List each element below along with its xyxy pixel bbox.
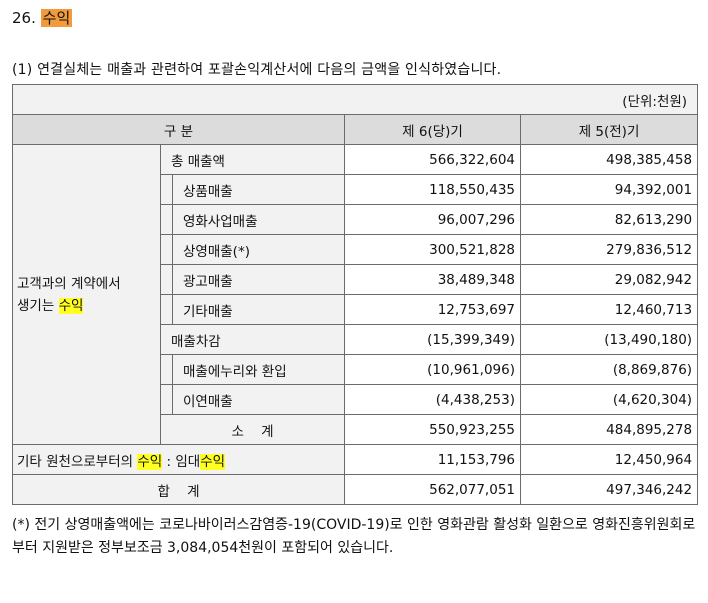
section-title: 수익 — [40, 9, 73, 27]
table-row: 고객과의 계약에서 생기는 수익 총 매출액 566,322,604 498,3… — [12, 144, 699, 445]
value-prior: 29,082,942 — [519, 264, 699, 295]
value-prior: 82,613,290 — [519, 204, 699, 235]
revenue-table: (단위:천원) 구 분 제 6(당)기 제 5(전)기 고객과의 계약에서 생기… — [11, 84, 699, 505]
category-line2: 생기는 수익 — [17, 295, 160, 317]
col-header-category: 구 분 — [12, 114, 345, 145]
table-row: 매출차감 (15,399,349) (13,490,180) — [13, 324, 699, 355]
row-label: 상영매출(*) — [172, 234, 345, 265]
value-prior: (4,620,304) — [519, 384, 699, 415]
section-number: 26. — [12, 9, 36, 27]
total-row: 합 계 562,077,051 497,346,242 — [12, 474, 699, 505]
indent-cell — [160, 354, 173, 385]
indent-cell — [160, 264, 173, 295]
other-revenue-prior: 12,450,964 — [519, 444, 699, 475]
indent-cell — [160, 204, 173, 235]
header-row: 구 분 제 6(당)기 제 5(전)기 — [12, 114, 699, 145]
subtotal-prior: 484,895,278 — [519, 414, 699, 445]
value-current: (4,438,253) — [344, 384, 521, 415]
category-cell: 고객과의 계약에서 생기는 수익 — [12, 144, 161, 445]
indent-cell — [160, 384, 173, 415]
value-current: (10,961,096) — [344, 354, 521, 385]
value-prior: (13,490,180) — [519, 324, 699, 355]
value-prior: 279,836,512 — [519, 234, 699, 265]
value-current: 118,550,435 — [344, 174, 521, 205]
other-revenue-prefix: 기타 원천으로부터의 — [17, 453, 138, 470]
indent-cell — [160, 294, 173, 325]
other-revenue-middle: : 임대 — [162, 453, 201, 470]
section-heading: 26. 수익 — [12, 8, 73, 28]
subtotal-row: 소 계 550,923,255 484,895,278 — [13, 414, 699, 445]
value-current: 38,489,348 — [344, 264, 521, 295]
row-label: 상품매출 — [172, 174, 345, 205]
category-line1: 고객과의 계약에서 — [17, 275, 121, 292]
highlight-revenue: 수익 — [137, 453, 163, 470]
col-header-prior: 제 5(전)기 — [519, 114, 699, 145]
row-label: 기타매출 — [172, 294, 345, 325]
indent-cell — [160, 174, 173, 205]
value-prior: (8,869,876) — [519, 354, 699, 385]
row-label: 영화사업매출 — [172, 204, 345, 235]
other-revenue-current: 11,153,796 — [344, 444, 521, 475]
value-prior: 12,460,713 — [519, 294, 699, 325]
table-row: 영화사업매출 96,007,296 82,613,290 — [13, 204, 699, 235]
table-row: 광고매출 38,489,348 29,082,942 — [13, 264, 699, 295]
row-label: 매출에누리와 환입 — [172, 354, 345, 385]
row-label: 광고매출 — [172, 264, 345, 295]
value-prior: 94,392,001 — [519, 174, 699, 205]
intro-text: (1) 연결실체는 매출과 관련하여 포괄손익계산서에 다음의 금액을 인식하였… — [12, 62, 502, 78]
highlight-revenue: 수익 — [200, 453, 226, 470]
total-prior: 497,346,242 — [519, 474, 699, 505]
value-current: 300,521,828 — [344, 234, 521, 265]
table-row: 상영매출(*) 300,521,828 279,836,512 — [13, 234, 699, 265]
row-label: 이연매출 — [172, 384, 345, 415]
subtotal-current: 550,923,255 — [344, 414, 521, 445]
indent-cell — [160, 234, 173, 265]
unit-label: (단위:천원) — [11, 84, 699, 115]
unit-row: (단위:천원) — [11, 84, 699, 115]
table-row: 이연매출 (4,438,253) (4,620,304) — [13, 384, 699, 415]
subtotal-label: 소 계 — [160, 414, 345, 445]
other-revenue-label: 기타 원천으로부터의 수익 : 임대수익 — [12, 444, 345, 475]
col-header-current: 제 6(당)기 — [344, 114, 521, 145]
category-line2-text: 생기는 — [17, 297, 59, 314]
value-current: 96,007,296 — [344, 204, 521, 235]
highlight-revenue: 수익 — [58, 297, 84, 314]
row-label: 매출차감 — [160, 324, 345, 355]
total-label: 합 계 — [12, 474, 345, 505]
value-current: 566,322,604 — [344, 144, 521, 175]
total-current: 562,077,051 — [344, 474, 521, 505]
value-current: (15,399,349) — [344, 324, 521, 355]
other-revenue-row: 기타 원천으로부터의 수익 : 임대수익 11,153,796 12,450,9… — [12, 444, 699, 475]
value-prior: 498,385,458 — [519, 144, 699, 175]
row-label: 총 매출액 — [160, 144, 345, 175]
table-row: 매출에누리와 환입 (10,961,096) (8,869,876) — [13, 354, 699, 385]
footnote: (*) 전기 상영매출액에는 코로나바이러스감염증-19(COVID-19)로 … — [12, 517, 696, 556]
value-current: 12,753,697 — [344, 294, 521, 325]
table-row: 상품매출 118,550,435 94,392,001 — [13, 174, 699, 205]
